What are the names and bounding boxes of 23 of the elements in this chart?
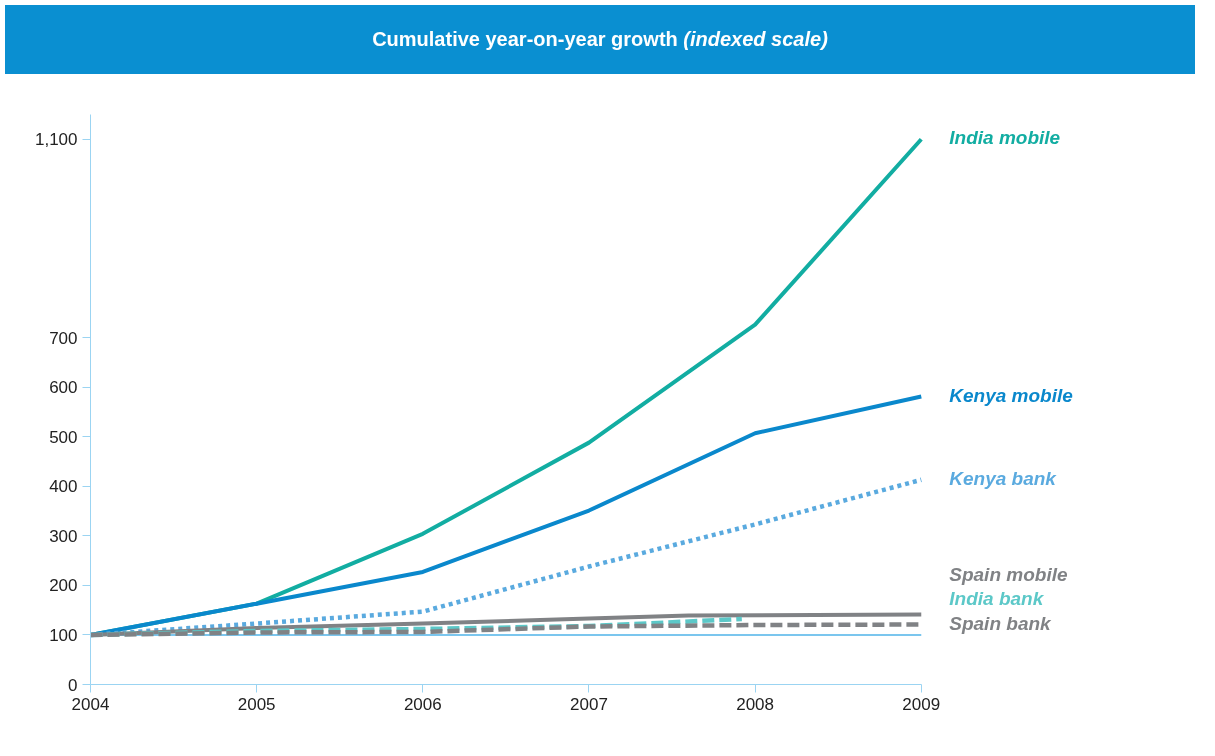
x-tick-label: 2004	[71, 694, 110, 714]
y-tick-label: 400	[49, 477, 78, 497]
y-tick-label: 0	[68, 675, 78, 695]
text: Spain mobile	[949, 564, 1068, 586]
x-tick-label: 2007	[570, 694, 608, 714]
series-label: Kenya bank	[949, 467, 1058, 489]
y-tick-label: 500	[49, 427, 78, 447]
y-tick-label: 100	[49, 625, 78, 645]
series-label: India mobile	[949, 127, 1061, 149]
series-label: Kenya mobile	[949, 384, 1074, 406]
x-tick-label: 2009	[902, 694, 941, 714]
x-tick-label: 2005	[237, 694, 276, 714]
y-tick-label: 700	[49, 328, 78, 348]
x-tick-label: 2008	[736, 694, 775, 714]
text: India bank	[949, 588, 1045, 610]
chart-title: Cumulative year-on-year growth	[372, 28, 678, 50]
y-tick-label: 600	[49, 378, 78, 398]
y-tick-label: 300	[49, 526, 78, 546]
y-tick-label: 200	[49, 576, 78, 596]
x-tick-label: 2006	[403, 694, 442, 714]
y-tick-label: 1,100	[34, 130, 78, 150]
series-label: Spain bank	[949, 612, 1053, 634]
chart-subtitle: (indexed scale)	[683, 28, 828, 50]
